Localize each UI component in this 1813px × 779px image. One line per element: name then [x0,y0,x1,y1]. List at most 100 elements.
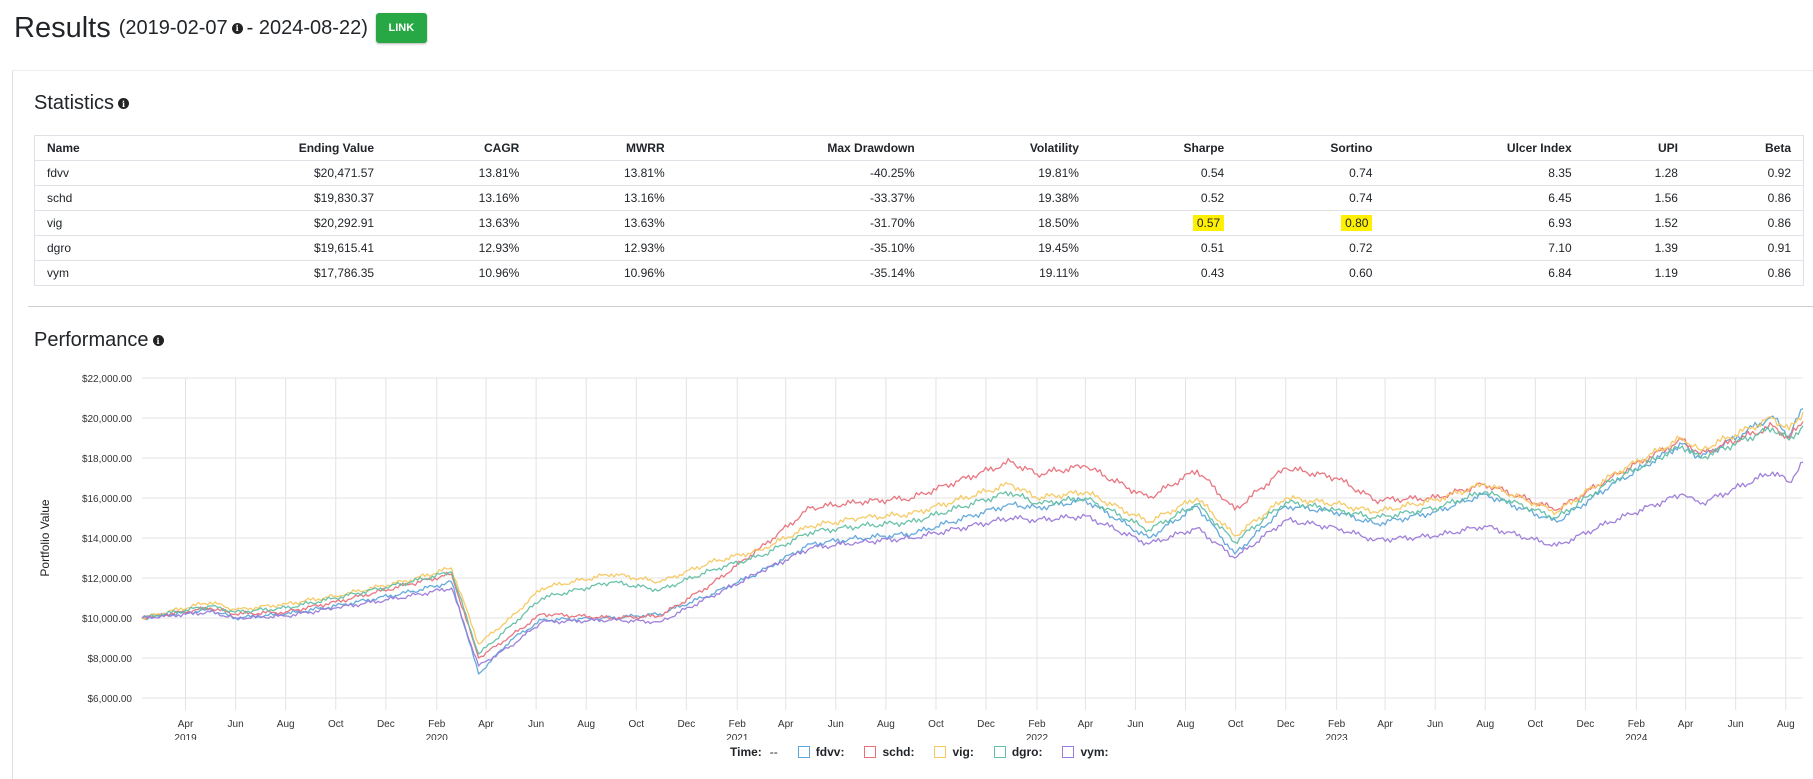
stat-cell: 0.54 [1090,160,1237,186]
section-divider [28,306,1813,307]
stat-cell: 13.16% [531,185,677,211]
results-header: Results (2019-02-07 i - 2024-08-22) LINK [14,10,427,46]
x-tick-label: Apr [178,719,194,730]
stat-cell: -40.25% [676,160,927,186]
y-axis-label: Portfolio Value [38,499,52,576]
x-tick-label: Apr [778,719,794,730]
x-tick-label: Feb [1628,719,1646,730]
legend-swatch [993,746,1006,758]
stat-cell: 1.19 [1583,260,1690,286]
ticker-cell: dgro [34,235,163,261]
x-tick-label: Feb [1328,719,1346,730]
legend-item[interactable]: dgro: [993,745,1043,759]
column-header[interactable]: UPI [1583,135,1690,161]
column-header[interactable]: Max Drawdown [676,135,927,161]
x-tick-label: Jun [1127,719,1143,730]
y-tick-label: $16,000.00 [82,494,132,505]
stat-cell: 6.84 [1384,260,1584,286]
x-tick-label: Oct [628,719,644,730]
y-tick-label: $6,000.00 [88,694,133,705]
stat-cell: 7.10 [1384,235,1584,261]
series-line-dgro [141,425,1804,655]
stat-cell: 0.91 [1689,235,1804,261]
stat-cell: 1.28 [1583,160,1690,186]
stat-cell: 10.96% [386,260,532,286]
x-tick-label: Aug [577,719,595,730]
y-tick-label: $12,000.00 [82,574,132,585]
x-tick-label: Aug [277,719,295,730]
x-tick-year-label: 2024 [1625,733,1648,740]
legend-item[interactable]: vym: [1062,745,1109,759]
column-header[interactable]: Sortino [1236,135,1385,161]
performance-info-icon[interactable]: i [152,335,164,346]
stat-cell: 0.92 [1689,160,1804,186]
performance-chart[interactable]: $6,000.00 $8,000.00 $10,000.00 $12,000.00 $1… [0,360,1813,740]
x-tick-label: Oct [1528,719,1544,730]
highlighted-value: 0.80 [1341,215,1373,231]
performance-title: Performance [34,329,149,351]
y-tick-label: $14,000.00 [82,534,132,545]
x-tick-label: Aug [1476,719,1494,730]
performance-heading: Performance i [34,329,168,352]
statistics-info-icon[interactable]: i [118,98,130,109]
column-header[interactable]: Ending Value [162,135,387,161]
legend-swatch [797,746,810,758]
legend-label: schd: [882,745,915,759]
stat-cell: 1.39 [1583,235,1690,261]
table-header-row: Name Ending Value CAGR MWRR Max Drawdown Vola… [34,135,1804,161]
y-tick-label: $18,000.00 [82,454,132,465]
statistics-table: Name Ending Value CAGR MWRR Max Drawdown Vola… [34,135,1804,286]
column-header[interactable]: Ulcer Index [1384,135,1584,161]
x-tick-year-label: 2021 [726,733,749,740]
ticker-cell: vym [34,260,163,286]
legend-time-label: Time: [730,745,762,759]
column-header[interactable]: Beta [1689,135,1804,161]
legend-swatch [864,746,877,758]
legend-label: vym: [1080,745,1109,759]
column-header[interactable]: Sharpe [1090,135,1237,161]
legend-item[interactable]: vig: [934,745,974,759]
stat-cell: 19.45% [926,235,1091,261]
table-row: fdvv $20,471.57 13.81% 13.81% -40.25% 19.81% 0… [34,160,1804,186]
legend-item[interactable]: fdvv: [797,745,844,759]
stat-cell: 0.52 [1090,185,1237,211]
link-button[interactable]: LINK [375,13,427,43]
x-tick-label: Dec [377,719,395,730]
stat-cell: 0.60 [1236,260,1385,286]
ticker-cell: schd [34,185,163,211]
column-header[interactable]: CAGR [386,135,532,161]
x-tick-year-label: 2023 [1326,733,1349,740]
stat-cell: 10.96% [531,260,677,286]
stat-cell: 0.51 [1090,235,1237,261]
y-tick-label: $8,000.00 [88,654,133,665]
column-header[interactable]: MWRR [531,135,677,161]
column-header[interactable]: Name [34,135,163,161]
x-tick-label: Jun [228,719,244,730]
table-row: dgro $19,615.41 12.93% 12.93% -35.10% 19.45% 0… [34,235,1804,261]
stat-cell: 13.16% [386,185,532,211]
legend-time: Time: -- [730,745,778,759]
column-header[interactable]: Volatility [926,135,1091,161]
stat-cell: -35.14% [676,260,927,286]
x-tick-label: Jun [1728,719,1744,730]
stat-cell: $17,786.35 [162,260,387,286]
info-icon[interactable]: i [231,22,243,34]
legend-time-value: -- [769,745,778,759]
legend-item[interactable]: schd: [864,745,914,759]
highlighted-value: 0.57 [1192,215,1225,231]
ticker-cell: fdvv [34,160,163,186]
x-tick-label: Aug [1177,719,1195,730]
y-tick-label: $20,000.00 [82,414,132,425]
stat-cell: 13.63% [386,210,532,236]
table-row: schd $19,830.37 13.16% 13.16% -33.37% 19.38% 0… [34,185,1804,211]
x-tick-label: Dec [677,719,695,730]
x-tick-label: Feb [1028,719,1046,730]
x-tick-label: Oct [328,719,344,730]
stat-cell: 0.74 [1236,160,1385,186]
y-tick-label: $22,000.00 [82,374,132,385]
legend-label: dgro: [1011,745,1043,759]
ticker-cell: vig [34,210,163,236]
x-tick-label: Apr [1377,719,1393,730]
stat-cell: $19,830.37 [162,185,387,211]
x-tick-label: Feb [428,719,446,730]
